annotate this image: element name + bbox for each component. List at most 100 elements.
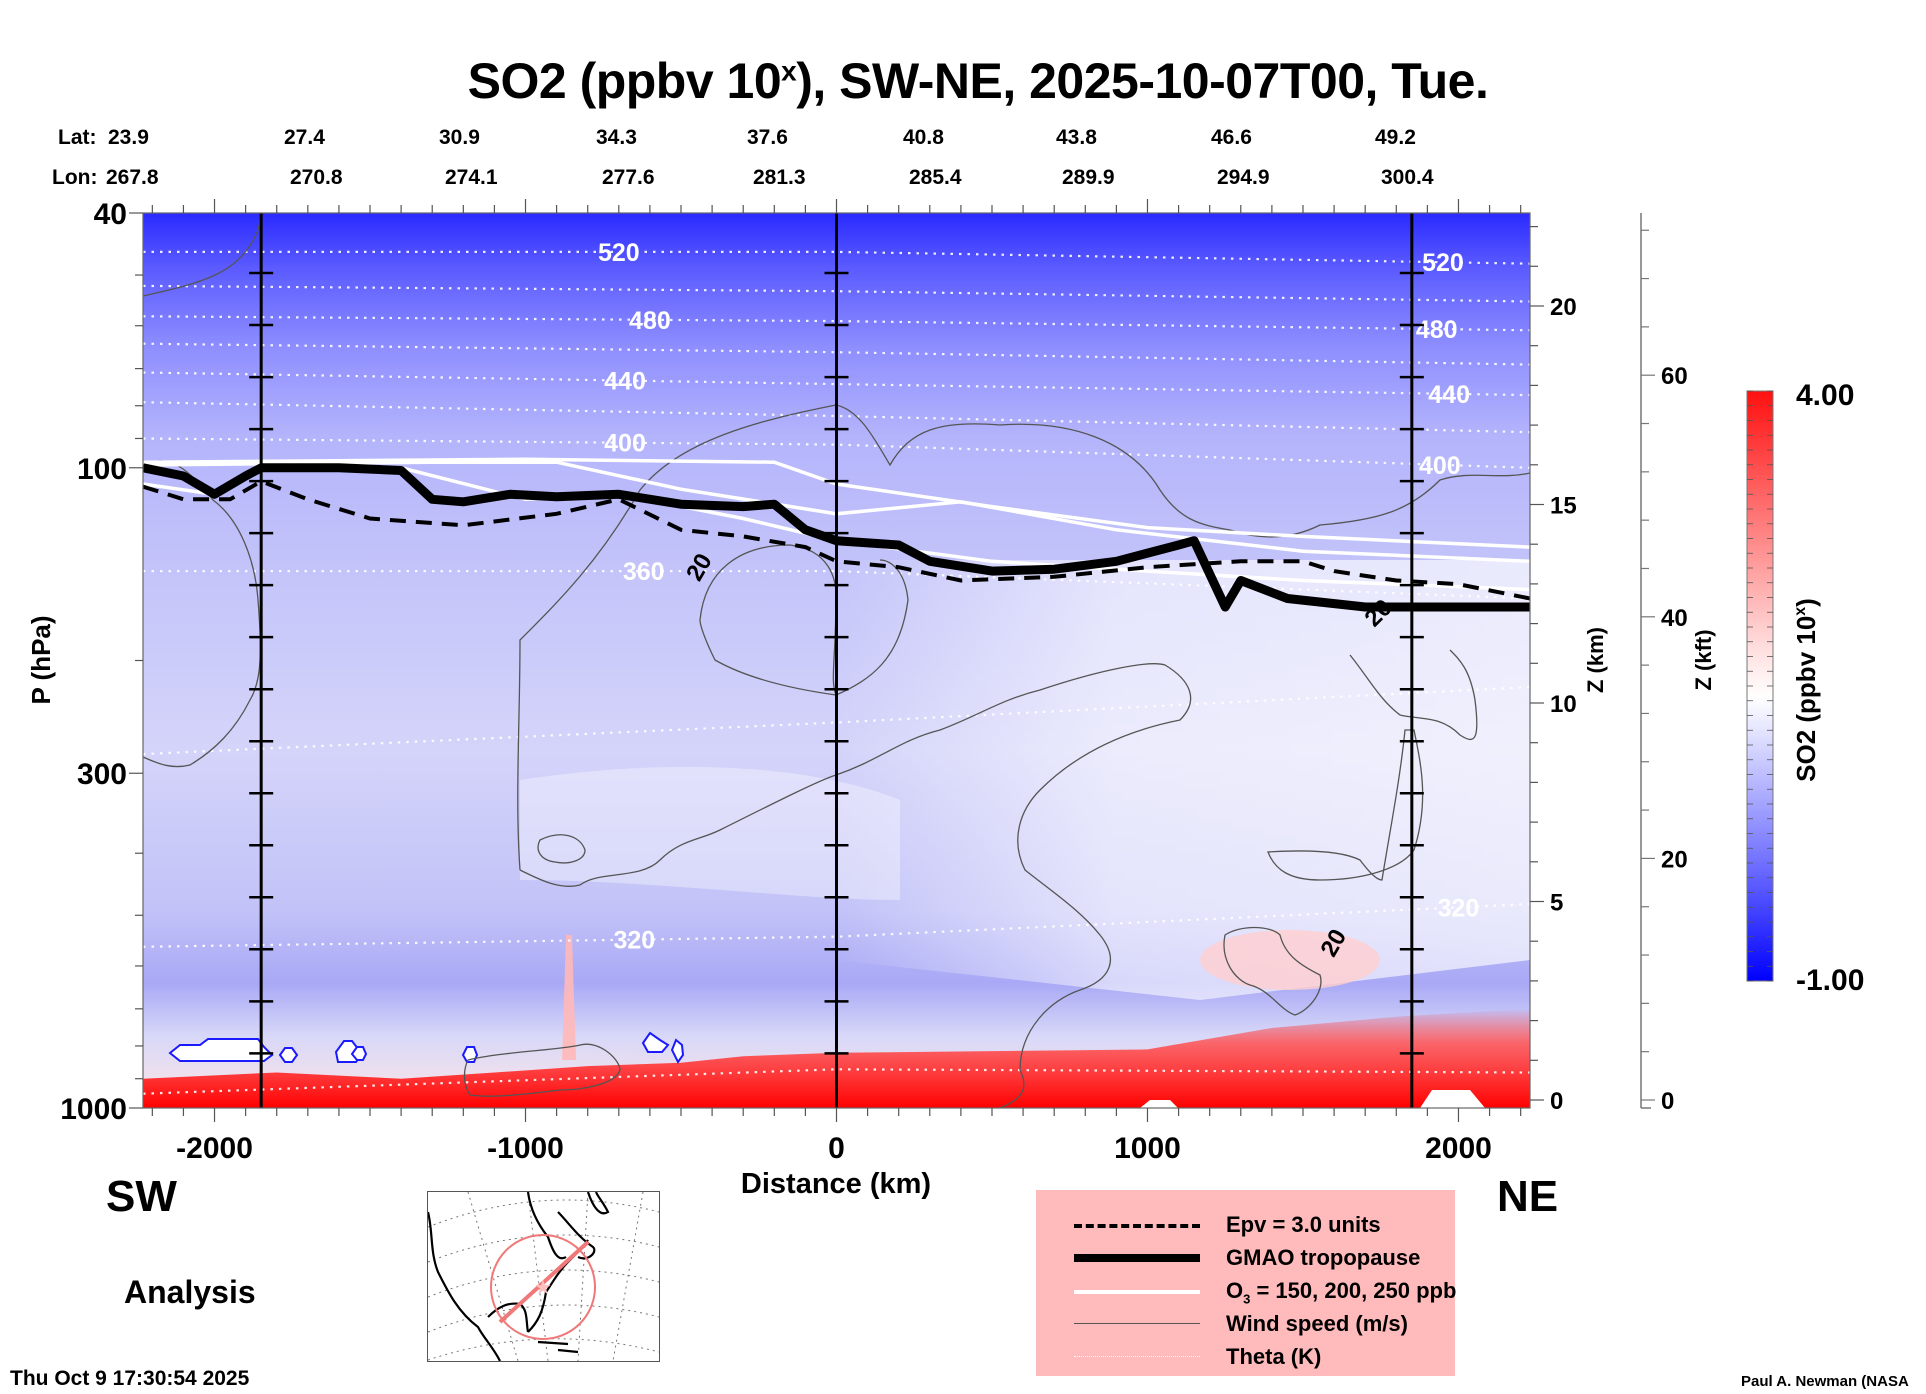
wind-contour: [699, 544, 837, 696]
wind-contour: [1223, 926, 1322, 1016]
theta-contour-340: [143, 685, 1530, 756]
lat-value: 37.6: [747, 126, 788, 149]
theta-label: 520: [598, 239, 640, 267]
theta-label: 440: [1428, 381, 1470, 409]
theta-contour-440: [143, 371, 1530, 397]
lat-value: 46.6: [1211, 126, 1252, 149]
missing-data-patch: [641, 1031, 670, 1053]
z-km-tick-label: 5: [1550, 890, 1563, 917]
theta-contour-400: [143, 437, 1530, 469]
x-tick-label: -1000: [487, 1132, 564, 1165]
lon-value: 270.8: [290, 166, 343, 189]
lon-value: 300.4: [1381, 166, 1434, 189]
theta-contour-500: [143, 284, 1530, 303]
direction-right-label: NE: [1497, 1172, 1559, 1221]
wind-speed-contours: [143, 213, 1530, 1108]
epv-line: [143, 479, 1530, 601]
theta-contour-300: [143, 1068, 1530, 1095]
map-range-circle: [490, 1234, 596, 1340]
theta-label: 440: [604, 368, 646, 396]
map-graticule: [427, 1191, 660, 1362]
theta-labels: 520 520 480 480 440 440 400 400 360 320 320: [598, 239, 1479, 955]
wind-contour: [699, 619, 837, 696]
map-coastlines: [426, 1191, 610, 1362]
z-km-axis-label: Z (km): [1583, 627, 1608, 693]
credit-text: Paul A. Newman (NASA: [1741, 1373, 1909, 1390]
lon-label: Lon:: [52, 166, 98, 189]
lon-value: 285.4: [909, 166, 962, 189]
missing-data-patch: [350, 1046, 368, 1061]
colorbar: 4.00 -1.00 SO2 (ppbv 10x): [1746, 379, 1864, 997]
missing-data-patch: [670, 1038, 685, 1064]
theta-label: 320: [613, 927, 655, 955]
thin-line-icon: [1074, 1323, 1200, 1324]
run-type-label: Analysis: [124, 1274, 256, 1310]
lat-value: 27.4: [284, 126, 325, 149]
x-tick-label: -2000: [176, 1132, 253, 1165]
wind-contour: [517, 404, 1530, 871]
wind-contour: [519, 663, 1192, 1108]
legend-item-ozone: O3 = 150, 200, 250 ppb: [1036, 1276, 1456, 1306]
x-tick-label: 1000: [1114, 1132, 1181, 1165]
wind-contour: [143, 213, 263, 297]
inset-map: ★: [426, 1191, 660, 1362]
z-km-tick-label: 20: [1550, 294, 1577, 321]
legend-item-theta: Theta (K): [1036, 1342, 1455, 1372]
white-line-icon: [1074, 1290, 1200, 1294]
thick-line-icon: [1074, 1254, 1200, 1262]
lat-value: 34.3: [596, 126, 637, 149]
theta-label: 400: [604, 430, 646, 458]
chart-title: SO2 (ppbv 10x), SW-NE, 2025-10-07T00, Tu…: [467, 53, 1489, 109]
theta-contour-420: [143, 401, 1530, 434]
map-center-star-icon: ★: [534, 1277, 552, 1299]
direction-left-label: SW: [106, 1172, 177, 1221]
wind-contour: [1349, 649, 1478, 740]
so2-field-white-region: [836, 560, 1530, 1000]
lon-value: 294.9: [1217, 166, 1270, 189]
theta-contour-360: [143, 570, 1530, 600]
colorbar-label: SO2 (ppbv 10x): [1791, 598, 1821, 782]
inset-map-svg: ★: [426, 1191, 660, 1362]
lat-label: Lat:: [58, 126, 97, 149]
y-axis-pressure: 40 100 300 1000: [60, 198, 143, 1126]
z-kft-tick-label: 40: [1661, 605, 1688, 632]
so2-field-red-patch: [1200, 930, 1380, 990]
z-kft-tick-label: 20: [1661, 846, 1688, 873]
lat-value: 23.9: [108, 126, 149, 149]
theta-contour-320: [143, 902, 1530, 948]
theta-contour-480: [143, 315, 1530, 332]
y-tick-label: 1000: [60, 1093, 127, 1126]
y-tick-label: 300: [77, 758, 127, 791]
wind-contour: [835, 559, 909, 696]
wind-contour: [1267, 729, 1424, 881]
colorbar-min-label: -1.00: [1796, 964, 1864, 997]
timestamp: Thu Oct 9 17:30:54 2025: [10, 1367, 250, 1390]
z-km-tick-label: 15: [1550, 493, 1577, 520]
colorbar-max-label: 4.00: [1796, 379, 1854, 412]
theta-contour-520: [143, 250, 1530, 265]
lon-value: 289.9: [1062, 166, 1115, 189]
map-track: ★: [490, 1234, 596, 1340]
theta-label: 520: [1422, 249, 1464, 277]
y-axis-label: P (hPa): [26, 615, 56, 704]
dotted-line-icon: [1074, 1356, 1200, 1357]
terrain-cutout: [1140, 1090, 1485, 1108]
theta-label: 480: [1416, 316, 1458, 344]
lat-value: 49.2: [1375, 126, 1416, 149]
lon-value: 281.3: [753, 166, 806, 189]
reference-lines: [249, 213, 1424, 1108]
ozone-contour: [143, 457, 1530, 549]
lon-value: 277.6: [602, 166, 655, 189]
theta-contours: [143, 250, 1530, 1095]
wind-contour: [537, 834, 586, 864]
epv-contour: [143, 479, 1530, 601]
theta-label: 400: [1419, 452, 1461, 480]
missing-data-patch: [278, 1047, 299, 1063]
z-kft-axis-label: Z (kft): [1691, 629, 1716, 690]
y-axis-z-km: 0 5 10 15 20: [1530, 226, 1577, 1115]
legend-item-tropopause: GMAO tropopause: [1036, 1243, 1455, 1273]
x-axis-label: Distance (km): [741, 1168, 931, 1200]
y-tick-label: 40: [94, 198, 127, 231]
wind-contour: [463, 1043, 621, 1097]
